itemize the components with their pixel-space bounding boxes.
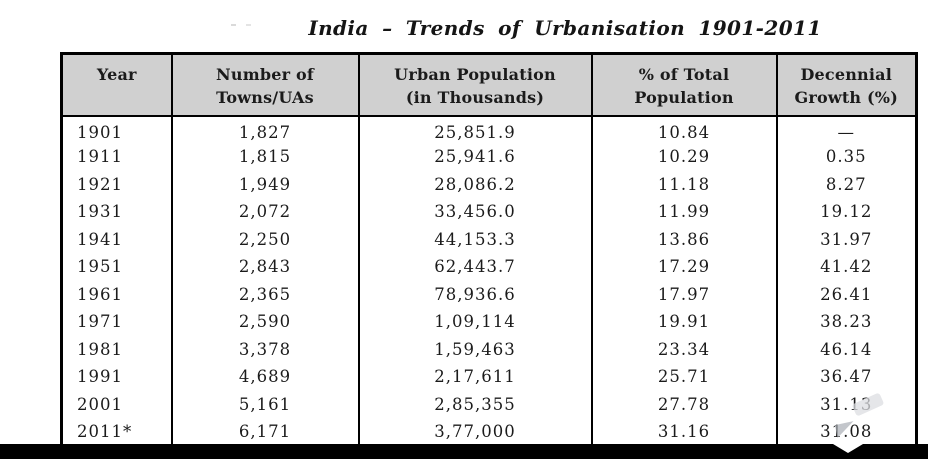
table-cell: 11.99 [590,198,778,226]
table-header: Year Number of Towns/UAs Urban Population (i… [60,52,918,117]
table-row: 2011* 6,171 3,77,000 31.16 31.08 [60,418,918,446]
table-cell: 23.34 [590,335,778,363]
table-cell: 5,161 [170,390,360,418]
table-cell: 8.27 [775,170,918,198]
column-header: Year [60,52,173,117]
table-cell: 25,851.9 [357,115,593,143]
table-row: 1941 2,250 44,153.3 13.86 31.97 [60,225,918,253]
table-cell: 41.42 [775,253,918,281]
page-title: India – Trends of Urbanisation 1901-2011 [308,16,822,40]
table-cell: 28,086.2 [357,170,593,198]
table-row: 1971 2,590 1,09,114 19.91 38.23 [60,308,918,336]
table-cell: 62,443.7 [357,253,593,281]
table-cell: 6,171 [170,418,360,446]
table-cell: 17.97 [590,280,778,308]
table-row: 1981 3,378 1,59,463 23.34 46.14 [60,335,918,363]
table-cell: 78,936.6 [357,280,593,308]
table-cell: 10.29 [590,143,778,171]
column-header: % of Total Population [590,52,778,117]
table-cell: 1971 [60,308,173,336]
bottom-black-bar [0,444,928,459]
table-cell: 4,689 [170,363,360,391]
column-header: Number of Towns/UAs [170,52,360,117]
table-cell: 2011* [60,418,173,446]
column-header: Decennial Growth (%) [775,52,918,117]
table-cell: 1961 [60,280,173,308]
table-cell: 2,843 [170,253,360,281]
table-cell: 2001 [60,390,173,418]
table-cell: 44,153.3 [357,225,593,253]
table-row: 1961 2,365 78,936.6 17.97 26.41 [60,280,918,308]
scan-artifact-dots [231,24,236,26]
table-cell: 25,941.6 [357,143,593,171]
table-cell: 17.29 [590,253,778,281]
table-cell: 2,365 [170,280,360,308]
urbanisation-table: Year Number of Towns/UAs Urban Population (i… [60,52,918,447]
table-cell: 19.12 [775,198,918,226]
table-body: 1901 1,827 25,851.9 10.84—1911 1,815 25,941.6… [60,115,918,446]
table-cell: 31.97 [775,225,918,253]
table-row: 1901 1,827 25,851.9 10.84— [60,115,918,143]
table-cell: 1931 [60,198,173,226]
table-cell: 2,250 [170,225,360,253]
table-cell: 10.84 [590,115,778,143]
cursor-icon [833,444,863,453]
header-row: Year Number of Towns/UAs Urban Population (i… [60,52,918,117]
table-cell: 1951 [60,253,173,281]
table-cell: 13.86 [590,225,778,253]
table-cell: 31.13 [775,390,918,418]
column-header: Urban Population (in Thousands) [357,52,593,117]
table-row: 1911 1,815 25,941.6 10.29 0.35 [60,143,918,171]
table-cell: 1,09,114 [357,308,593,336]
table-cell: 1,949 [170,170,360,198]
table-cell: 26.41 [775,280,918,308]
table-cell: 2,17,611 [357,363,593,391]
table-cell: 1,815 [170,143,360,171]
table-cell: 46.14 [775,335,918,363]
table-cell: — [775,115,918,143]
table-cell: 31.16 [590,418,778,446]
table-cell: 11.18 [590,170,778,198]
table-cell: 2,072 [170,198,360,226]
table-cell: 2,85,355 [357,390,593,418]
table-cell: 1921 [60,170,173,198]
table-cell: 3,77,000 [357,418,593,446]
table-cell: 2,590 [170,308,360,336]
table-cell: 3,378 [170,335,360,363]
table-row: 1991 4,689 2,17,611 25.71 36.47 [60,363,918,391]
table-cell: 1901 [60,115,173,143]
table-cell: 33,456.0 [357,198,593,226]
table-cell: 25.71 [590,363,778,391]
table-row: 1931 2,072 33,456.0 11.99 19.12 [60,198,918,226]
table-cell: 1941 [60,225,173,253]
table-cell: 1911 [60,143,173,171]
table-cell: 27.78 [590,390,778,418]
table-cell: 1,827 [170,115,360,143]
table-row: 1921 1,949 28,086.2 11.18 8.27 [60,170,918,198]
table-cell: 0.35 [775,143,918,171]
table-row: 2001 5,161 2,85,355 27.78 31.13 [60,390,918,418]
table-cell: 19.91 [590,308,778,336]
table-cell: 36.47 [775,363,918,391]
table-cell: 31.08 [775,418,918,446]
table-cell: 1991 [60,363,173,391]
table-row: 1951 2,843 62,443.7 17.29 41.42 [60,253,918,281]
table-cell: 38.23 [775,308,918,336]
table-cell: 1,59,463 [357,335,593,363]
table-cell: 1981 [60,335,173,363]
